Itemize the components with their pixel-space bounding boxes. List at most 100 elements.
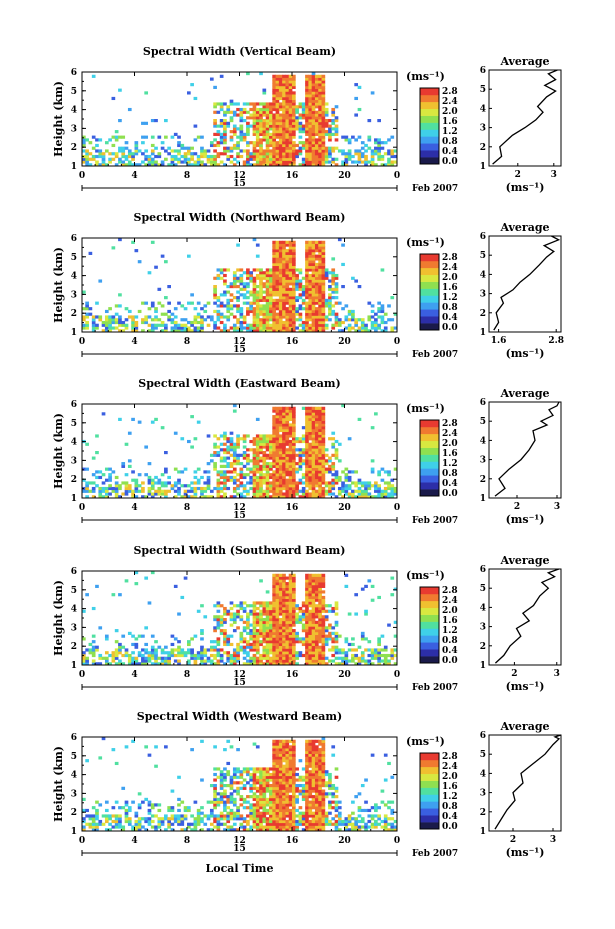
heatmap-cell <box>292 634 296 638</box>
heatmap-cell <box>213 163 217 167</box>
heatmap-cell <box>196 135 201 139</box>
heatmap-cell <box>282 629 286 633</box>
heatmap-cell <box>285 323 290 327</box>
heatmap-cell <box>213 320 217 325</box>
heatmap-cell <box>216 648 221 652</box>
heatmap-cell <box>272 615 276 619</box>
heatmap-cell <box>252 481 257 485</box>
heatmap-cell <box>311 141 316 145</box>
heatmap-cell <box>229 618 234 622</box>
heatmap-cell <box>292 453 296 457</box>
heatmap-cell <box>278 648 283 652</box>
heatmap-cell <box>387 163 391 167</box>
heatmap-cell <box>318 615 322 619</box>
heatmap-cell <box>167 662 171 666</box>
heatmap-cell <box>91 659 96 663</box>
heatmap-cell <box>321 320 326 325</box>
y-tick-label: 5 <box>71 87 77 97</box>
heatmap-cell <box>298 315 303 319</box>
heatmap-cell <box>173 326 178 330</box>
heatmap-cell <box>144 315 149 319</box>
heatmap-cell <box>196 486 201 491</box>
heatmap-cell <box>246 448 250 452</box>
heatmap-cell <box>104 828 109 832</box>
heatmap-cell <box>278 412 283 416</box>
heatmap-cell <box>275 486 280 491</box>
heatmap-cell <box>285 110 290 114</box>
heatmap-cell <box>275 409 280 413</box>
heatmap-cell <box>177 323 181 327</box>
heatmap-cell <box>324 470 329 474</box>
heatmap-cell <box>236 434 240 438</box>
heatmap-cell <box>393 312 398 316</box>
heatmap-cell <box>85 442 89 446</box>
heatmap-cell <box>170 154 175 159</box>
heatmap-cell <box>282 437 286 441</box>
heatmap-cell <box>275 406 280 410</box>
heatmap-cell <box>154 326 158 330</box>
heatmap-cell <box>308 329 313 333</box>
heatmap-cell <box>311 88 316 92</box>
heatmap-cell <box>269 124 273 128</box>
heatmap-cell <box>282 135 286 139</box>
heatmap-cell <box>292 246 296 250</box>
heatmap-cell <box>98 486 103 491</box>
heatmap-cell <box>111 246 116 250</box>
heatmap-cell <box>331 257 336 261</box>
heatmap-cell <box>255 301 260 305</box>
heatmap-cell <box>314 273 319 278</box>
heatmap-cell <box>229 326 234 330</box>
colorbar-swatch <box>420 88 439 96</box>
heatmap-cell <box>226 304 231 308</box>
colorbar-tick-label: 1.6 <box>442 283 458 293</box>
heatmap-cell <box>278 301 283 305</box>
heatmap-cell <box>180 470 185 474</box>
heatmap-cell <box>285 492 290 496</box>
heatmap-cell <box>298 489 303 493</box>
heatmap-cell <box>223 486 227 491</box>
heatmap-cell <box>265 492 270 496</box>
heatmap-cell <box>134 828 139 832</box>
heatmap-cell <box>141 656 145 660</box>
heatmap-cell <box>249 113 254 117</box>
heatmap-cell <box>285 163 290 167</box>
heatmap-cell <box>134 656 139 660</box>
heatmap-cell <box>229 462 234 466</box>
heatmap-cell <box>321 426 326 430</box>
heatmap-cell <box>269 629 273 633</box>
heatmap-cell <box>360 320 365 325</box>
heatmap-cell <box>252 495 257 499</box>
heatmap-cell <box>282 653 286 658</box>
x-tick-label: 16 <box>286 171 299 181</box>
heatmap-cell <box>324 626 329 630</box>
heatmap-cell <box>298 163 303 167</box>
heatmap-cell <box>278 651 283 655</box>
heatmap-cell <box>292 243 296 247</box>
heatmap-cell <box>88 481 93 485</box>
heatmap-cell <box>226 307 231 311</box>
heatmap-cell <box>314 141 319 145</box>
heatmap-cell <box>285 83 290 87</box>
heatmap-cell <box>160 160 165 164</box>
heatmap-cell <box>252 279 257 283</box>
heatmap-cell <box>141 329 145 333</box>
heatmap-cell <box>314 606 319 611</box>
heatmap-cell <box>147 163 152 167</box>
heatmap-cell <box>216 312 221 316</box>
heatmap-cell <box>318 94 322 98</box>
heatmap-cell <box>249 631 254 635</box>
heatmap-cell <box>292 656 296 660</box>
heatmap-cell <box>282 276 286 280</box>
heatmap-cell <box>246 640 250 644</box>
heatmap-cell <box>305 251 309 255</box>
heatmap-cell <box>311 298 316 302</box>
heatmap-cell <box>360 318 365 322</box>
heatmap-cell <box>321 475 326 480</box>
heatmap-cell <box>278 606 283 611</box>
heatmap-cell <box>341 470 345 474</box>
heatmap-cell <box>278 262 283 267</box>
heatmap-cell <box>301 612 306 616</box>
heatmap-cell <box>282 459 286 463</box>
heatmap-cell <box>147 800 152 804</box>
heatmap-cell <box>137 260 142 264</box>
